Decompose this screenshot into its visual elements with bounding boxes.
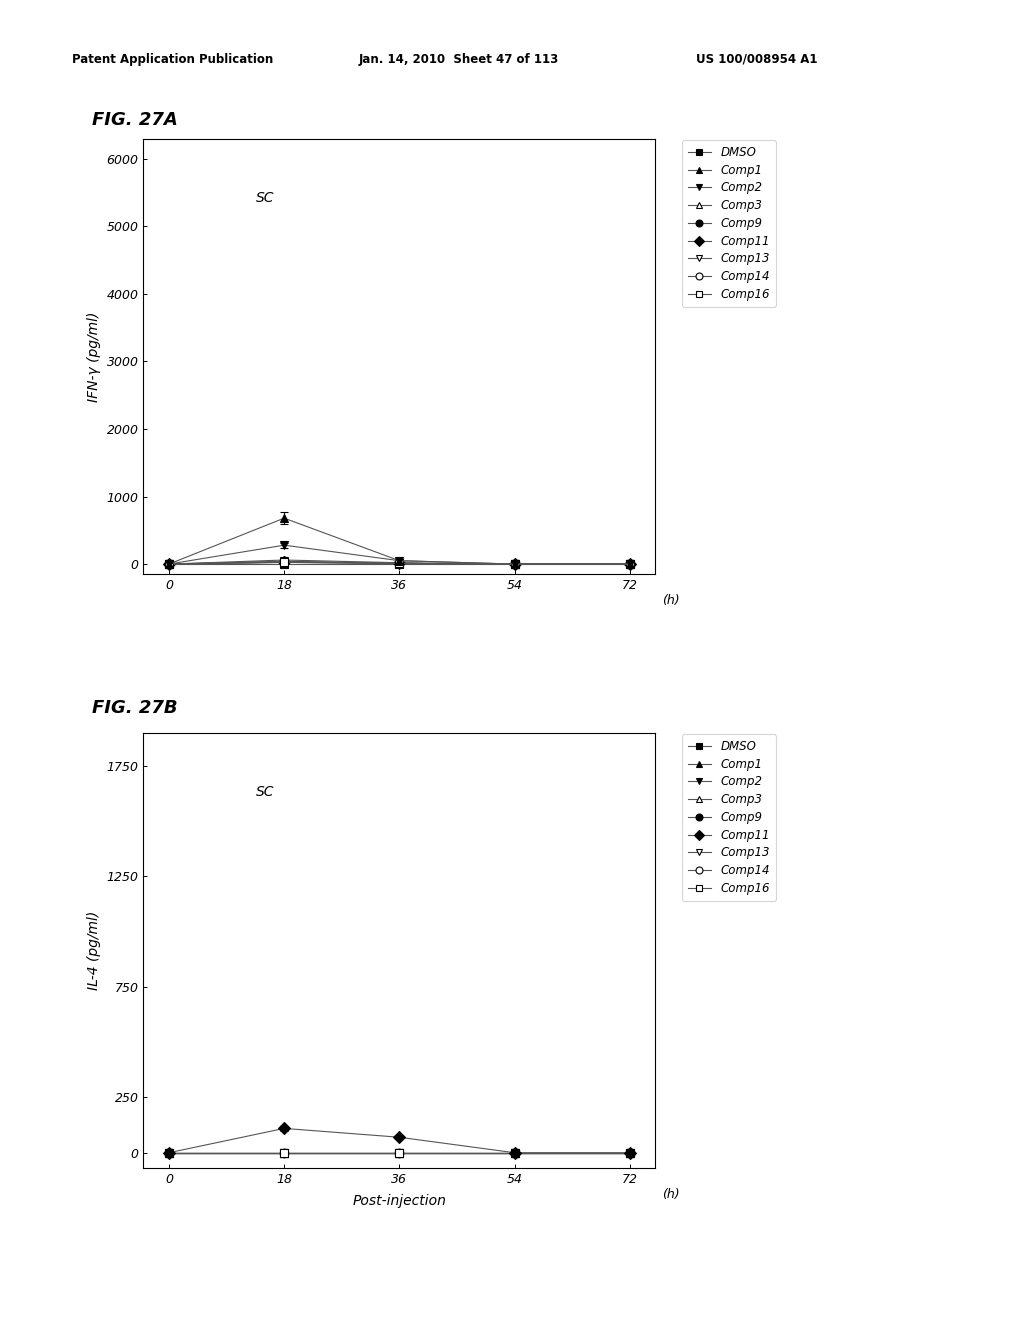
Text: US 100/008954 A1: US 100/008954 A1 xyxy=(696,53,818,66)
Text: Jan. 14, 2010  Sheet 47 of 113: Jan. 14, 2010 Sheet 47 of 113 xyxy=(358,53,559,66)
Y-axis label: IFN-γ (pg/ml): IFN-γ (pg/ml) xyxy=(87,312,101,401)
Text: FIG. 27A: FIG. 27A xyxy=(92,111,178,129)
Text: (h): (h) xyxy=(663,1188,680,1201)
Text: Patent Application Publication: Patent Application Publication xyxy=(72,53,273,66)
X-axis label: Post-injection: Post-injection xyxy=(352,1195,446,1208)
Text: SC: SC xyxy=(256,191,274,205)
Text: SC: SC xyxy=(256,785,274,799)
Legend: DMSO, Comp1, Comp2, Comp3, Comp9, Comp11, Comp13, Comp14, Comp16: DMSO, Comp1, Comp2, Comp3, Comp9, Comp11… xyxy=(682,734,776,900)
Text: (h): (h) xyxy=(663,594,680,607)
Text: FIG. 27B: FIG. 27B xyxy=(92,698,178,717)
Y-axis label: IL-4 (pg/ml): IL-4 (pg/ml) xyxy=(87,911,101,990)
Legend: DMSO, Comp1, Comp2, Comp3, Comp9, Comp11, Comp13, Comp14, Comp16: DMSO, Comp1, Comp2, Comp3, Comp9, Comp11… xyxy=(682,140,776,306)
